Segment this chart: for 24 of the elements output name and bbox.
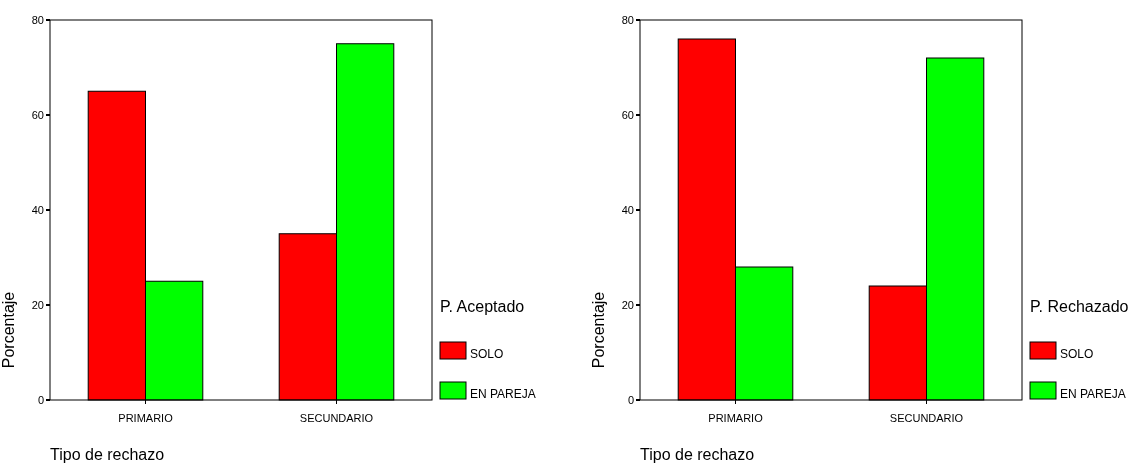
legend-label: SOLO — [470, 347, 504, 361]
y-tick-label: 20 — [621, 298, 634, 311]
y-tick-label: 0 — [627, 393, 634, 406]
y-axis-title: Porcentaje — [0, 291, 17, 369]
legend-title: P. Rechazado — [1030, 298, 1129, 315]
x-axis-title: Tipo de rechazo — [640, 446, 755, 463]
y-tick-label: 40 — [31, 203, 44, 216]
legend-label: EN PAREJA — [470, 387, 536, 401]
y-tick-label: 40 — [621, 203, 634, 216]
legend-label: EN PAREJA — [1060, 387, 1126, 401]
legend-label: SOLO — [1060, 347, 1094, 361]
x-tick-label: PRIMARIO — [708, 412, 764, 424]
legend-title: P. Aceptado — [440, 298, 525, 315]
y-tick-label: 60 — [621, 108, 634, 121]
x-tick-label: PRIMARIO — [118, 412, 174, 424]
x-tick-label: SECUNDARIO — [299, 412, 374, 424]
x-tick-label: SECUNDARIO — [889, 412, 964, 424]
y-tick-label: 80 — [31, 13, 44, 26]
y-tick-label: 0 — [37, 393, 44, 406]
y-tick-label: 80 — [621, 13, 634, 26]
y-axis-title: Porcentaje — [590, 291, 607, 369]
x-axis-title: Tipo de rechazo — [50, 446, 165, 463]
y-tick-label: 20 — [31, 298, 44, 311]
y-tick-label: 60 — [31, 108, 44, 121]
